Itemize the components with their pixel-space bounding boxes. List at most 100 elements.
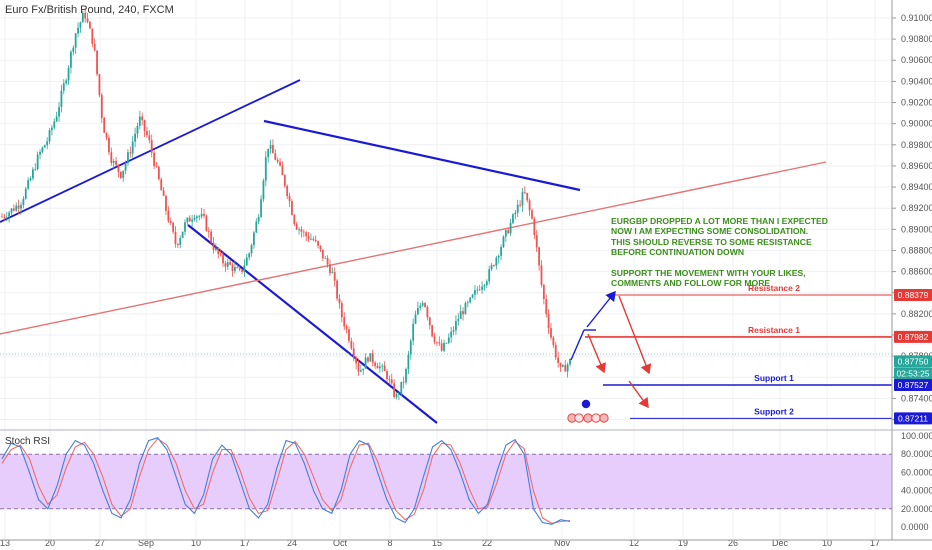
- stoch-rsi-tick-label: 60.0000: [901, 467, 932, 477]
- candle-body: [307, 236, 310, 240]
- candle-body: [378, 366, 381, 369]
- price-tick-label: 0.88800: [901, 245, 932, 255]
- candle-body: [566, 364, 569, 372]
- candle-body: [405, 368, 407, 383]
- candle-body: [39, 151, 41, 155]
- trendlines: [0, 79, 892, 424]
- candle-body: [31, 169, 34, 179]
- candle-body: [86, 18, 89, 22]
- time-label: 17: [870, 538, 880, 548]
- time-label: Oct: [333, 538, 348, 548]
- price-tick-label: 0.90600: [901, 55, 932, 65]
- candle-body: [62, 83, 65, 91]
- level-lines: Resistance 2 Resistance 1 Support 1 Support…: [585, 283, 892, 419]
- candle-body: [478, 289, 481, 291]
- candle-body: [305, 232, 308, 237]
- candle-body: [286, 186, 289, 197]
- candle-body: [207, 230, 210, 232]
- price-badge-text: 0.87527: [898, 380, 929, 390]
- price-tick-label: 0.91000: [901, 13, 932, 23]
- price-badge-box: [894, 367, 932, 380]
- candle-body: [253, 232, 255, 246]
- candle-body: [141, 116, 144, 121]
- candle-body: [108, 137, 110, 153]
- candle-body: [326, 258, 329, 265]
- candle-body: [512, 214, 514, 223]
- price-tick-label: 0.89200: [901, 203, 932, 213]
- candle-body: [67, 67, 70, 81]
- candle-body: [262, 180, 265, 200]
- candle-body: [117, 164, 120, 172]
- candle-body: [359, 370, 362, 372]
- price-badge-text: 0.87211: [898, 413, 928, 423]
- candle-body: [528, 200, 531, 211]
- time-label: 17: [240, 538, 250, 548]
- trendline-lower-wedge: [187, 224, 438, 424]
- price-tick-label: 0.90000: [901, 119, 932, 129]
- trendline-upper-wedge: [263, 119, 581, 192]
- candle-body: [538, 247, 541, 266]
- candle-body: [329, 264, 331, 274]
- price-badges: 0.88379 0.87982 0.87750 02:53:250.87527 0.87…: [894, 288, 932, 425]
- candle-body: [198, 216, 201, 218]
- candle-body: [519, 204, 521, 206]
- price-tick-label: 0.89800: [901, 140, 932, 150]
- candle-body: [245, 257, 248, 266]
- time-label: 12: [629, 538, 639, 548]
- candle-body: [343, 317, 346, 327]
- candle-body: [200, 213, 203, 217]
- candle-body: [195, 216, 198, 219]
- candle-body: [231, 264, 234, 271]
- stoch-rsi-tick-label: 0.0000: [901, 522, 929, 532]
- price-badge-box: [894, 330, 932, 343]
- candle-body: [110, 152, 113, 163]
- candle-body: [155, 166, 158, 167]
- candle-body: [393, 383, 396, 397]
- candle-body: [462, 311, 464, 315]
- candle-body: [70, 51, 72, 68]
- candle-body: [122, 170, 125, 178]
- candle-body: [502, 236, 505, 248]
- candle-body: [129, 152, 132, 154]
- candle-body: [100, 94, 103, 118]
- candle-body: [348, 329, 350, 341]
- candle-body: [507, 230, 510, 234]
- candle-body: [1, 216, 3, 218]
- candle-body: [65, 80, 68, 84]
- price-tick-label: 0.87400: [901, 393, 932, 403]
- candle-body: [493, 265, 495, 266]
- candle-body: [188, 217, 191, 222]
- trendline-long: [0, 161, 827, 335]
- level-label: Support 2: [754, 406, 794, 416]
- candle-body: [426, 306, 429, 318]
- candle-body: [371, 353, 374, 363]
- candle-body: [238, 267, 241, 270]
- stoch-rsi-tick-label: 100.0000: [901, 431, 932, 441]
- candle-body: [542, 284, 545, 300]
- candle-body: [269, 145, 272, 149]
- candle-body: [321, 249, 324, 259]
- candle-body: [181, 231, 184, 238]
- candle-body: [46, 141, 49, 146]
- candle-body: [540, 265, 543, 285]
- candle-body: [191, 219, 194, 222]
- time-label: 13: [0, 538, 10, 548]
- candle-body: [234, 267, 236, 271]
- candle-body: [288, 196, 291, 202]
- candle-body: [533, 218, 536, 235]
- candle-body: [333, 272, 336, 281]
- candle-body: [374, 362, 377, 366]
- candle-body: [559, 362, 562, 367]
- candle-body: [124, 163, 127, 171]
- candle-body: [523, 192, 526, 194]
- candle-body: [300, 229, 303, 232]
- candle-body: [217, 247, 220, 254]
- candle-body: [91, 28, 94, 44]
- candle-body: [452, 330, 455, 332]
- candle-body: [272, 145, 274, 154]
- price-badge-text: 0.88379: [898, 290, 929, 300]
- price-badge-box: [894, 355, 932, 368]
- price-tick-label: 0.90800: [901, 34, 932, 44]
- candle-body: [60, 90, 63, 107]
- candle-body: [24, 188, 27, 199]
